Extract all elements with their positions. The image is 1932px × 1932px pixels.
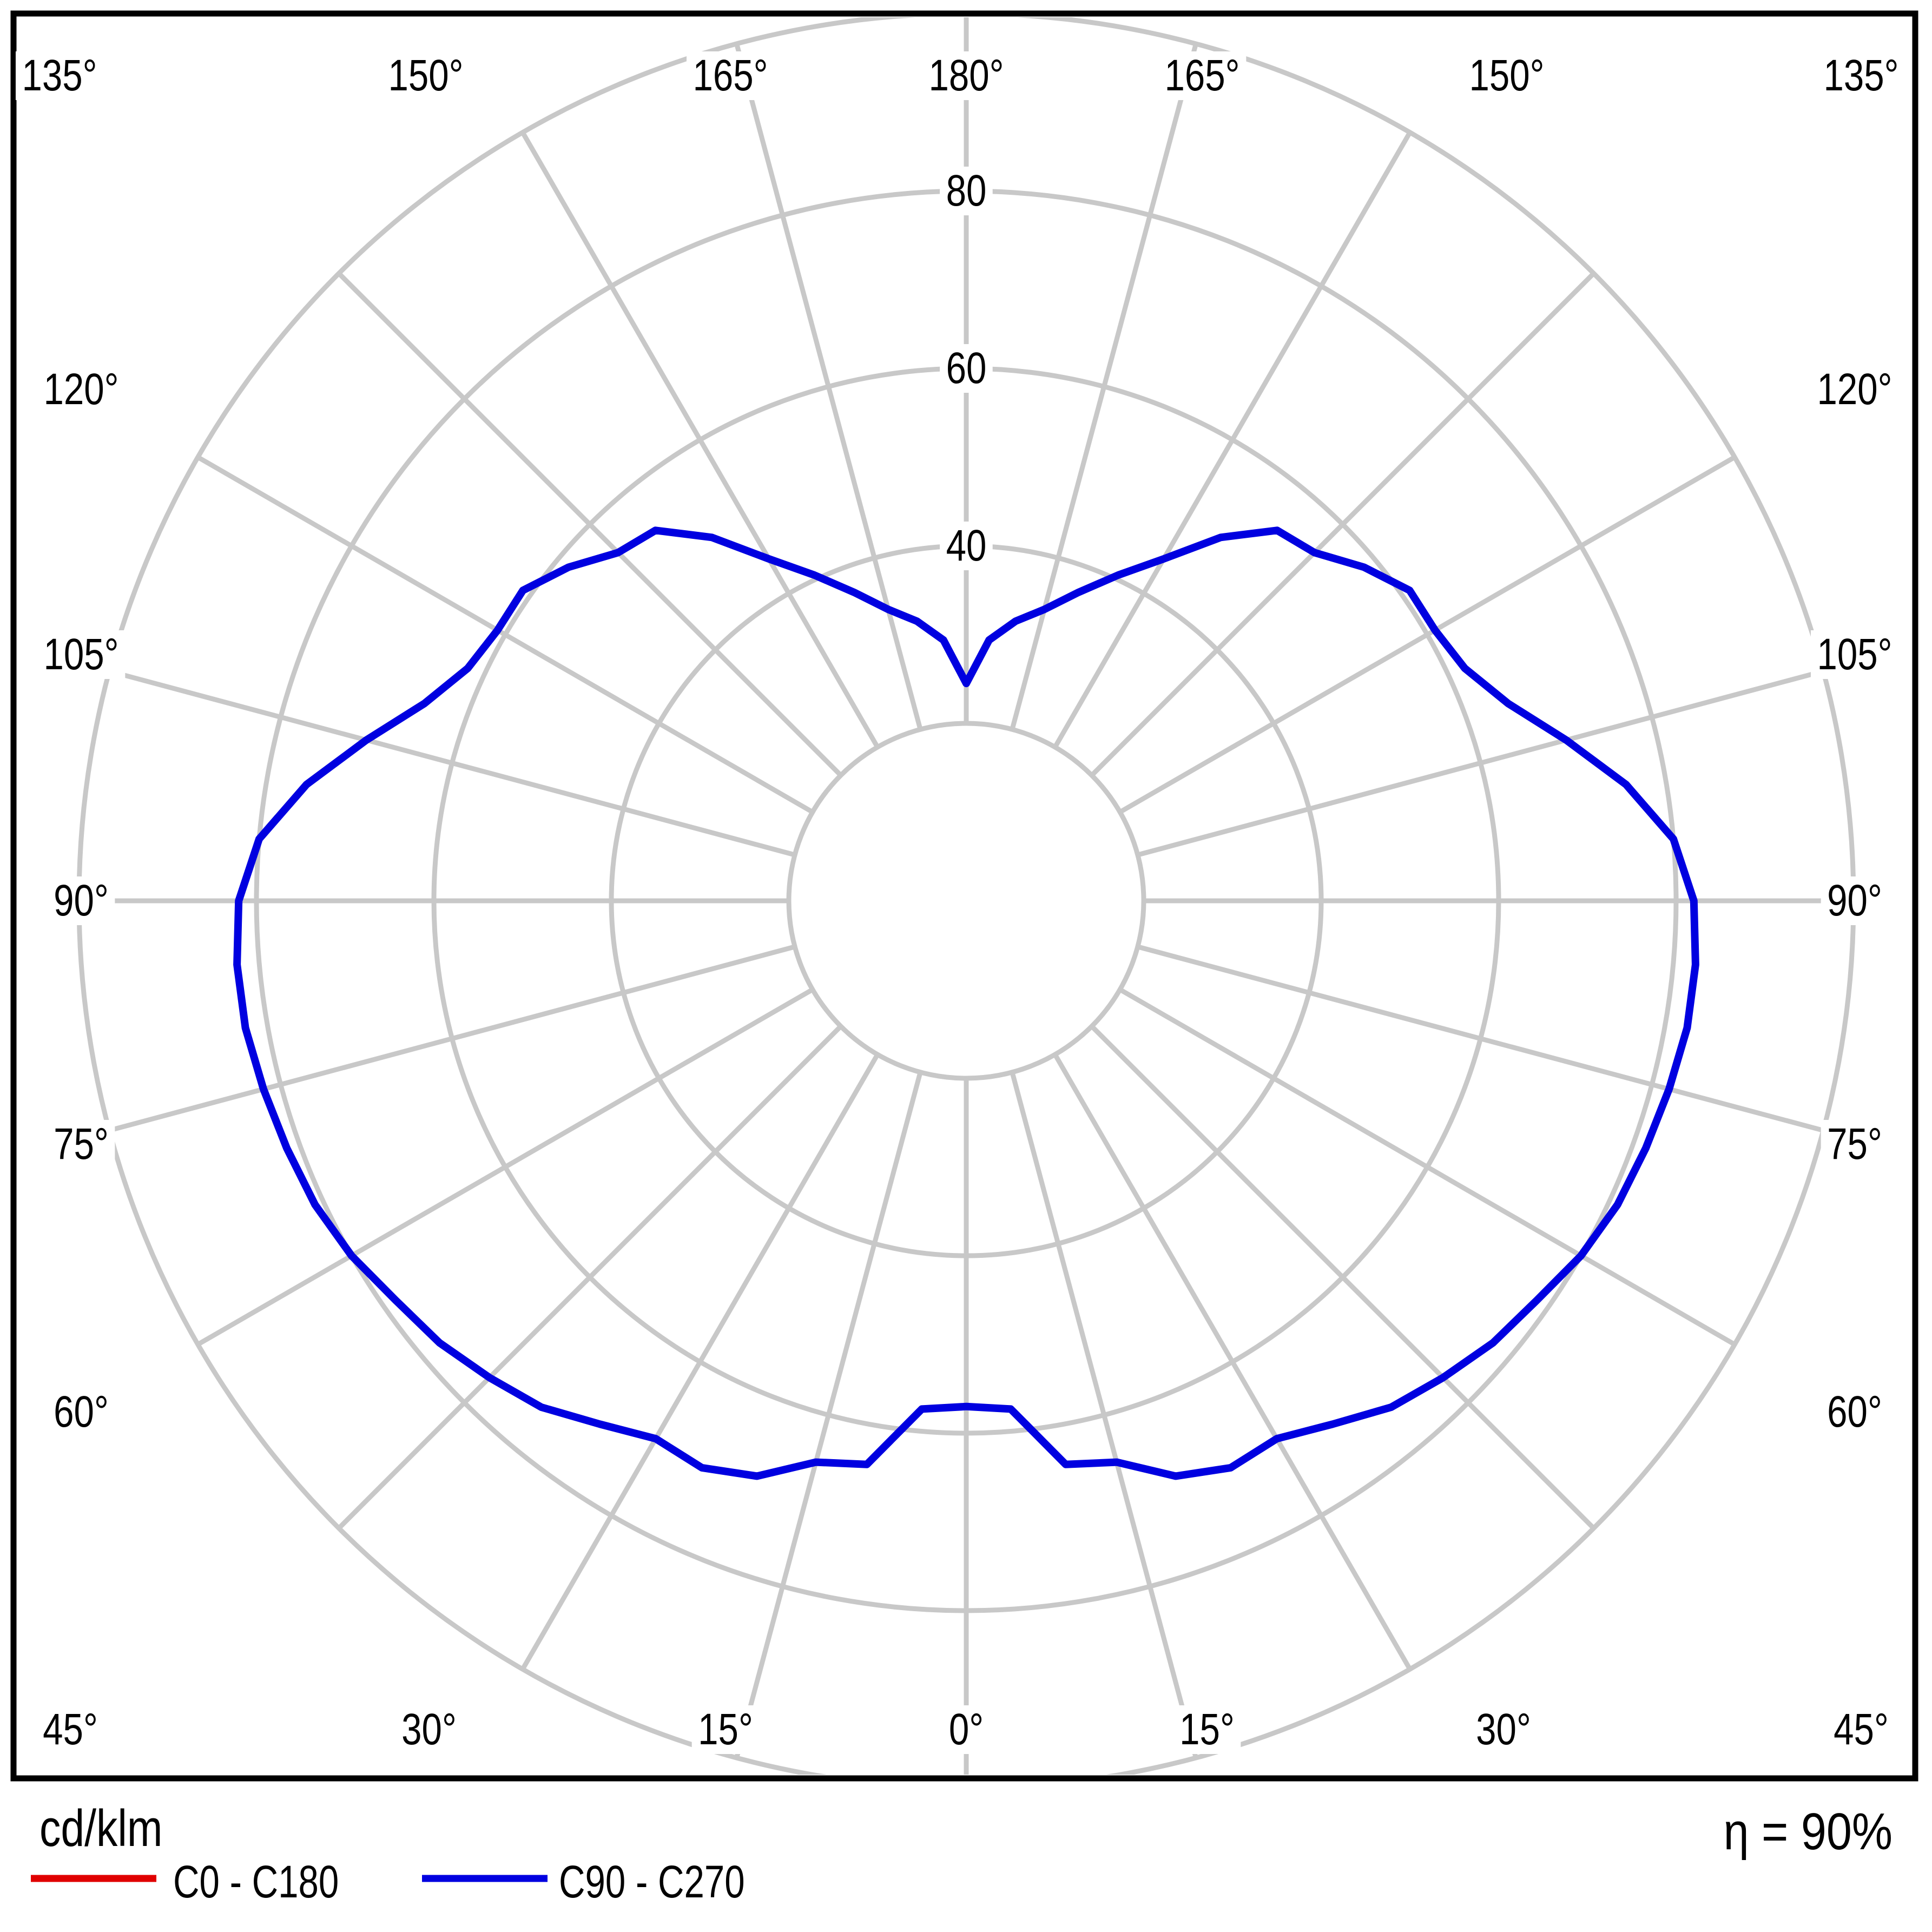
angle-label-top-180: 180°: [922, 51, 1011, 100]
angle-label-bottom-30-right: 30°: [1469, 1705, 1538, 1754]
angle-label-right-90: 90°: [1821, 876, 1889, 925]
angle-label-left-90: 90°: [47, 876, 115, 925]
angle-label-left-105: 105°: [37, 630, 126, 679]
angle-label-top-135-right: 135°: [1817, 51, 1905, 100]
angle-label-left-60: 60°: [47, 1388, 115, 1436]
legend-label-c0-c180: C0 - C180: [173, 1856, 339, 1907]
angle-label-bottom-45-right: 45°: [1827, 1705, 1895, 1754]
angle-label-top-150-left: 150°: [381, 51, 470, 100]
legend-swatch-c0-c180: [31, 1875, 156, 1882]
angle-label-bottom-30-left: 30°: [395, 1705, 463, 1754]
angle-label-top-135-left: 135°: [15, 51, 104, 100]
radial-label-60: 60: [940, 344, 993, 393]
angle-label-left-75: 75°: [47, 1120, 115, 1169]
legend-swatch-c90-c270: [422, 1875, 548, 1882]
angle-label-right-60: 60°: [1821, 1388, 1889, 1436]
radial-label-40: 40: [940, 522, 993, 570]
angle-label-right-75: 75°: [1821, 1120, 1889, 1169]
efficiency-value: η = 90%: [1723, 1803, 1893, 1861]
c90-c270-curve: [233, 526, 1699, 1480]
legend-label-c90-c270: C90 - C270: [559, 1856, 745, 1907]
angle-label-top-165-left: 165°: [686, 51, 775, 100]
angle-label-bottom-15-right: 15°: [1173, 1705, 1241, 1754]
angle-label-top-165-right: 165°: [1158, 51, 1247, 100]
angle-label-bottom-15-left: 15°: [691, 1705, 760, 1754]
angle-label-right-105: 105°: [1810, 630, 1899, 679]
angle-label-bottom-0: 0°: [942, 1705, 990, 1754]
angle-label-top-150-right: 150°: [1462, 51, 1551, 100]
radial-label-80: 80: [940, 167, 993, 215]
unit-label: cd/klm: [39, 1799, 163, 1857]
angle-label-bottom-45-left: 45°: [36, 1705, 104, 1754]
chart-frame: [10, 10, 1918, 1782]
angle-label-left-120: 120°: [37, 365, 126, 414]
angle-label-right-120: 120°: [1810, 365, 1899, 414]
